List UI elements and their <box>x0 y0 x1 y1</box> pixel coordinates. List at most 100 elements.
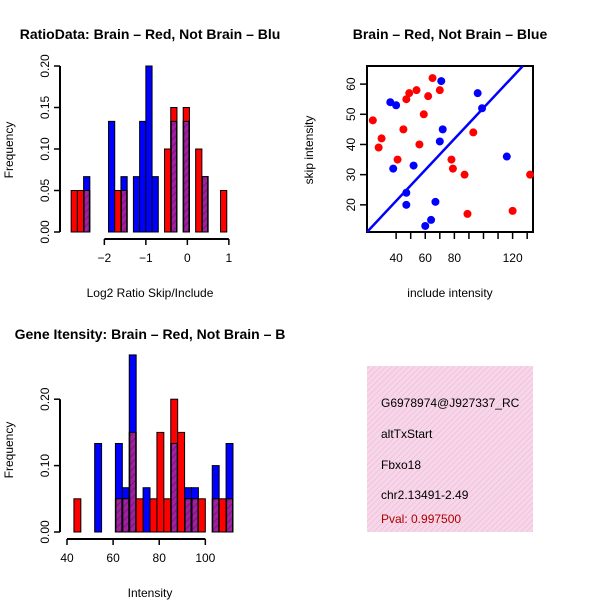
brain-bar <box>156 431 165 533</box>
overlap-bar <box>120 190 128 233</box>
brain-point <box>448 164 457 173</box>
not-brain-bar <box>94 442 103 533</box>
fit-line <box>366 65 524 233</box>
brain-bar <box>76 190 85 233</box>
y-tick-label: 0.10 <box>38 454 52 478</box>
event-type-text: altTxStart <box>381 427 433 441</box>
x-tick-label: 0 <box>184 251 191 265</box>
brain-point <box>412 86 421 95</box>
x-tick-label: 40 <box>389 251 403 265</box>
not-brain-point <box>502 152 511 161</box>
info-panel-background <box>367 366 533 532</box>
x-tick-label: 60 <box>106 551 120 565</box>
ratio-histogram: RatioData: Brain – Red, Not Brain – Blu … <box>2 26 280 300</box>
y-tick-label: 0.05 <box>38 178 52 202</box>
gene-name-text: Fbxo18 <box>381 458 421 472</box>
overlap-bar <box>212 498 220 533</box>
y-tick-label: 0.20 <box>38 54 52 78</box>
y-tick-label: 50 <box>344 107 358 121</box>
y-tick-label: 0.00 <box>38 520 52 544</box>
brain-bar <box>114 190 122 233</box>
brain-point <box>428 74 437 83</box>
overlap-bar <box>115 498 123 533</box>
brain-point <box>526 170 535 179</box>
overlap-bar <box>184 498 192 533</box>
brain-point <box>435 86 444 95</box>
brain-bar <box>149 498 158 533</box>
ratio-hist-bars <box>70 65 228 233</box>
y-tick-label: 30 <box>344 168 358 182</box>
scatter-title: Brain – Red, Not Brain – Blue <box>353 26 548 42</box>
overlap-bar <box>226 498 233 533</box>
not-brain-point <box>431 197 440 206</box>
y-tick-label: 40 <box>344 137 358 151</box>
brain-point <box>463 209 472 218</box>
location-text: chr2.13491-2.49 <box>381 488 469 502</box>
ratio-hist-ylabel: Frequency <box>2 122 16 179</box>
y-tick-label: 20 <box>344 198 358 212</box>
ratio-hist-xlabel: Log2 Ratio Skip/Include <box>87 286 214 300</box>
brain-point <box>415 140 424 149</box>
scatter-xlabel: include intensity <box>407 286 492 300</box>
not-brain-point <box>473 89 482 98</box>
scatter-ylabel: skip intensity <box>302 116 316 185</box>
not-brain-bar <box>139 120 147 233</box>
brain-bar <box>70 190 78 233</box>
not-brain-point <box>389 164 398 173</box>
brain-point <box>508 206 517 215</box>
brain-point <box>424 92 433 101</box>
y-tick-label: 0.00 <box>38 220 52 244</box>
not-brain-bar <box>145 65 153 233</box>
overlap-bar <box>191 498 199 533</box>
brain-point <box>402 95 411 104</box>
gene-hist-ylabel: Frequency <box>2 422 16 479</box>
gene-hist-axes: 40 60 80 100 0.00 0.10 0.20 <box>38 387 216 565</box>
scatter-axes: 40 60 80 120 20 30 40 50 60 <box>344 77 528 265</box>
not-brain-point <box>392 101 401 110</box>
brain-point <box>368 116 377 125</box>
brain-bar <box>220 190 228 233</box>
brain-bar <box>195 148 203 233</box>
brain-point <box>377 134 386 143</box>
y-tick-label: 0.20 <box>38 387 52 411</box>
not-brain-point <box>435 137 444 146</box>
y-tick-label: 0.10 <box>38 137 52 161</box>
not-brain-point <box>421 221 430 230</box>
brain-bar <box>73 498 82 533</box>
overlap-bar <box>170 442 178 533</box>
y-tick-label: 0.15 <box>38 95 52 119</box>
not-brain-point <box>427 215 436 224</box>
event-info-panel: G6978974@J927337_RC altTxStart Fbxo18 ch… <box>367 366 533 532</box>
y-tick-label: 60 <box>344 77 358 91</box>
not-brain-point <box>402 200 411 209</box>
brain-point <box>419 110 428 119</box>
intensity-scatter: Brain – Red, Not Brain – Blue 40 60 80 120 2… <box>302 26 547 300</box>
x-tick-label: 60 <box>419 251 433 265</box>
brain-point <box>469 128 478 137</box>
scatter-plot-box <box>366 65 534 233</box>
not-brain-bar <box>142 487 151 533</box>
x-tick-label: −1 <box>139 251 153 265</box>
brain-point <box>399 125 408 134</box>
brain-point <box>460 170 469 179</box>
brain-bar <box>218 498 227 533</box>
x-tick-label: 80 <box>448 251 462 265</box>
brain-point <box>393 155 402 164</box>
x-tick-label: −2 <box>98 251 112 265</box>
x-tick-label: 100 <box>195 551 215 565</box>
x-tick-label: 80 <box>153 551 167 565</box>
x-tick-label: 120 <box>503 251 523 265</box>
gene-intensity-histogram: Gene Itensity: Brain – Red, Not Brain – … <box>2 326 285 600</box>
not-brain-bar <box>108 120 116 233</box>
brain-bar <box>177 431 186 533</box>
overlap-bar <box>83 190 90 233</box>
not-brain-point <box>409 161 418 170</box>
overlap-bar <box>170 120 177 233</box>
overlap-bar <box>129 431 137 533</box>
pval-text: Pval: 0.997500 <box>381 512 461 526</box>
brain-point <box>374 143 383 152</box>
gene-hist-bars <box>73 354 234 533</box>
not-brain-bar <box>132 176 141 233</box>
not-brain-bar <box>151 176 159 233</box>
